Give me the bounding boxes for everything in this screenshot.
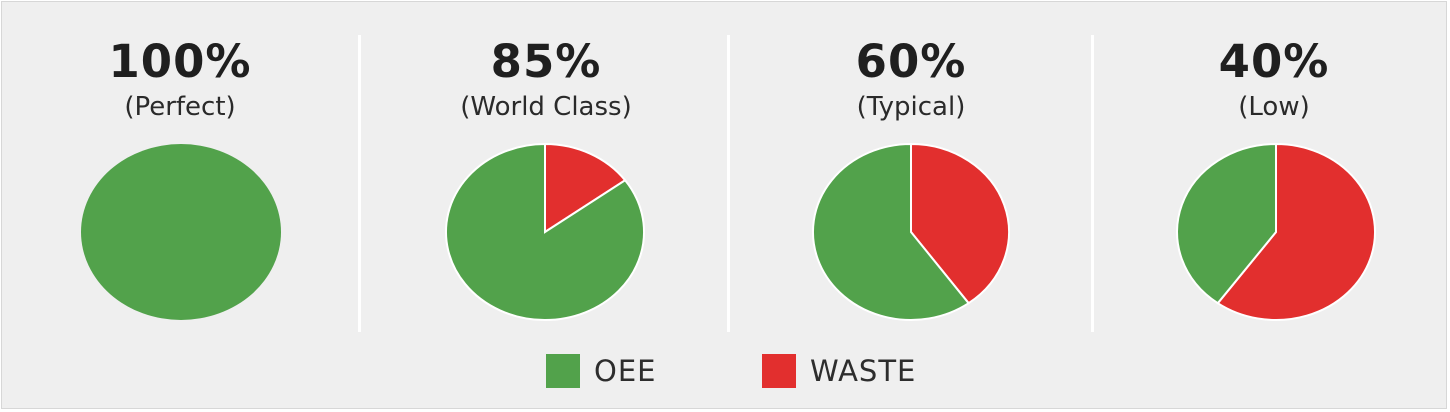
- pie-chart-svg: [81, 144, 281, 320]
- pie-slice-waste: [1216, 142, 1376, 321]
- pie-slice-oee: [81, 144, 281, 320]
- pie-value-label: 40%: [1218, 35, 1330, 88]
- chart-panel-typical: 60% (Typical): [729, 2, 1093, 332]
- pie-slice-oee: [812, 142, 971, 321]
- legend-item-waste: WASTE: [762, 354, 916, 388]
- pie-slice-oee: [445, 142, 645, 321]
- pie-slice-waste: [544, 142, 627, 234]
- pie-slices-group: [1176, 142, 1376, 321]
- pie-value-label: 60%: [855, 35, 967, 88]
- legend-swatch-waste: [762, 354, 796, 388]
- legend-label-oee: OEE: [594, 354, 657, 388]
- legend-label-waste: WASTE: [810, 354, 917, 388]
- pie-subtitle: (Low): [1238, 92, 1310, 122]
- pie-subtitle: (Perfect): [124, 92, 236, 122]
- panel-divider: [1091, 35, 1094, 332]
- pie-slices-group: [81, 144, 281, 320]
- pie-value-label: 100%: [108, 35, 252, 88]
- chart-panel-world-class: 85% (World Class): [364, 2, 728, 332]
- pie-slices-group: [812, 142, 1010, 321]
- legend-item-oee: OEE: [546, 354, 656, 388]
- pie-value-label: 85%: [490, 35, 602, 88]
- pie-slice-oee: [1176, 142, 1277, 305]
- panel-divider: [727, 35, 730, 332]
- pie-slice-waste: [910, 142, 1010, 305]
- chart-panel-perfect: 100% (Perfect): [2, 2, 362, 332]
- pie-chart-svg: [445, 142, 645, 321]
- legend-swatch-oee: [546, 354, 580, 388]
- pie-chart-svg: [1176, 142, 1376, 321]
- pie-subtitle: (Typical): [856, 92, 966, 122]
- pie-slices-group: [445, 142, 645, 321]
- pie-chart-svg: [812, 142, 1010, 321]
- chart-panel-low: 40% (Low): [1092, 2, 1446, 332]
- pie-subtitle: (World Class): [460, 92, 632, 122]
- panel-divider: [358, 35, 361, 332]
